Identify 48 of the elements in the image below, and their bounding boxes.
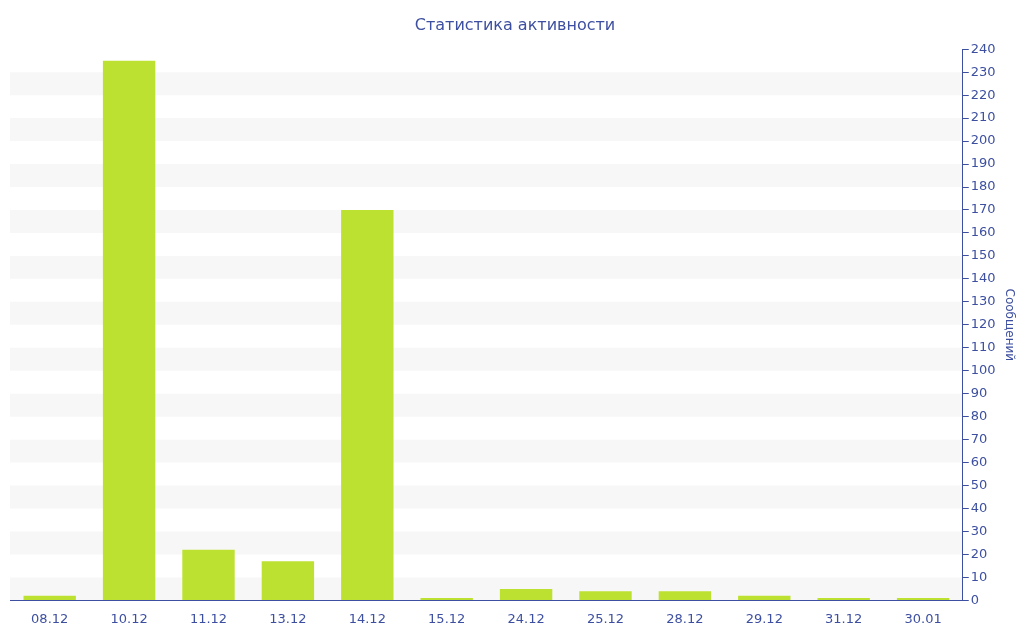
bar <box>579 591 632 600</box>
y-tick-label: 210 <box>970 109 996 125</box>
y-tick-label: 160 <box>970 224 996 240</box>
x-tick-label: 11.12 <box>189 610 228 626</box>
x-tick-label: 13.12 <box>269 610 307 626</box>
chart-title: Статистика активности <box>414 14 616 34</box>
y-tick-label: 170 <box>970 201 996 217</box>
y-tick-label: 60 <box>970 453 988 469</box>
y-tick-label: 100 <box>970 362 996 378</box>
bar <box>23 595 76 600</box>
y-tick-label: 150 <box>970 247 996 263</box>
y-tick-label: 190 <box>970 155 996 171</box>
y-tick-label: 140 <box>970 270 996 286</box>
y-tick-label: 40 <box>970 499 988 515</box>
x-tick-label: 15.12 <box>428 610 466 626</box>
y-tick-label: 110 <box>970 339 996 355</box>
y-tick-label: 90 <box>970 385 988 401</box>
y-tick-label: 0 <box>970 591 980 607</box>
y-tick-label: 240 <box>970 40 996 56</box>
y-tick-label: 10 <box>970 568 988 584</box>
y-tick-label: 220 <box>970 86 996 102</box>
x-tick-label: 29.12 <box>745 610 783 626</box>
y-tick-label: 180 <box>970 178 996 194</box>
x-tick-label: 08.12 <box>31 610 69 626</box>
bar <box>658 591 712 600</box>
y-axis-title: Сообщений <box>1002 288 1017 362</box>
bar <box>499 588 553 600</box>
y-tick-label: 50 <box>970 476 988 492</box>
y-tick-label: 70 <box>970 431 988 447</box>
x-tick-label: 28.12 <box>666 610 704 626</box>
y-tick-label: 30 <box>970 522 988 538</box>
bar <box>341 209 394 600</box>
x-tick-label: 10.12 <box>110 610 148 626</box>
x-tick-label: 24.12 <box>507 610 545 626</box>
bar <box>182 549 235 600</box>
y-tick-label: 230 <box>970 63 996 79</box>
x-tick-label: 14.12 <box>348 610 386 626</box>
bar <box>102 60 156 600</box>
y-tick-label: 20 <box>970 545 988 561</box>
y-tick-label: 80 <box>970 408 988 424</box>
x-tick-label: 30.01 <box>904 610 942 626</box>
bar <box>738 595 791 600</box>
x-tick-label: 25.12 <box>586 610 625 626</box>
x-tick-label: 31.12 <box>825 610 863 626</box>
y-tick-label: 130 <box>970 293 996 309</box>
y-tick-label: 120 <box>970 316 996 332</box>
y-tick-label: 200 <box>970 132 996 148</box>
bar <box>261 561 315 600</box>
